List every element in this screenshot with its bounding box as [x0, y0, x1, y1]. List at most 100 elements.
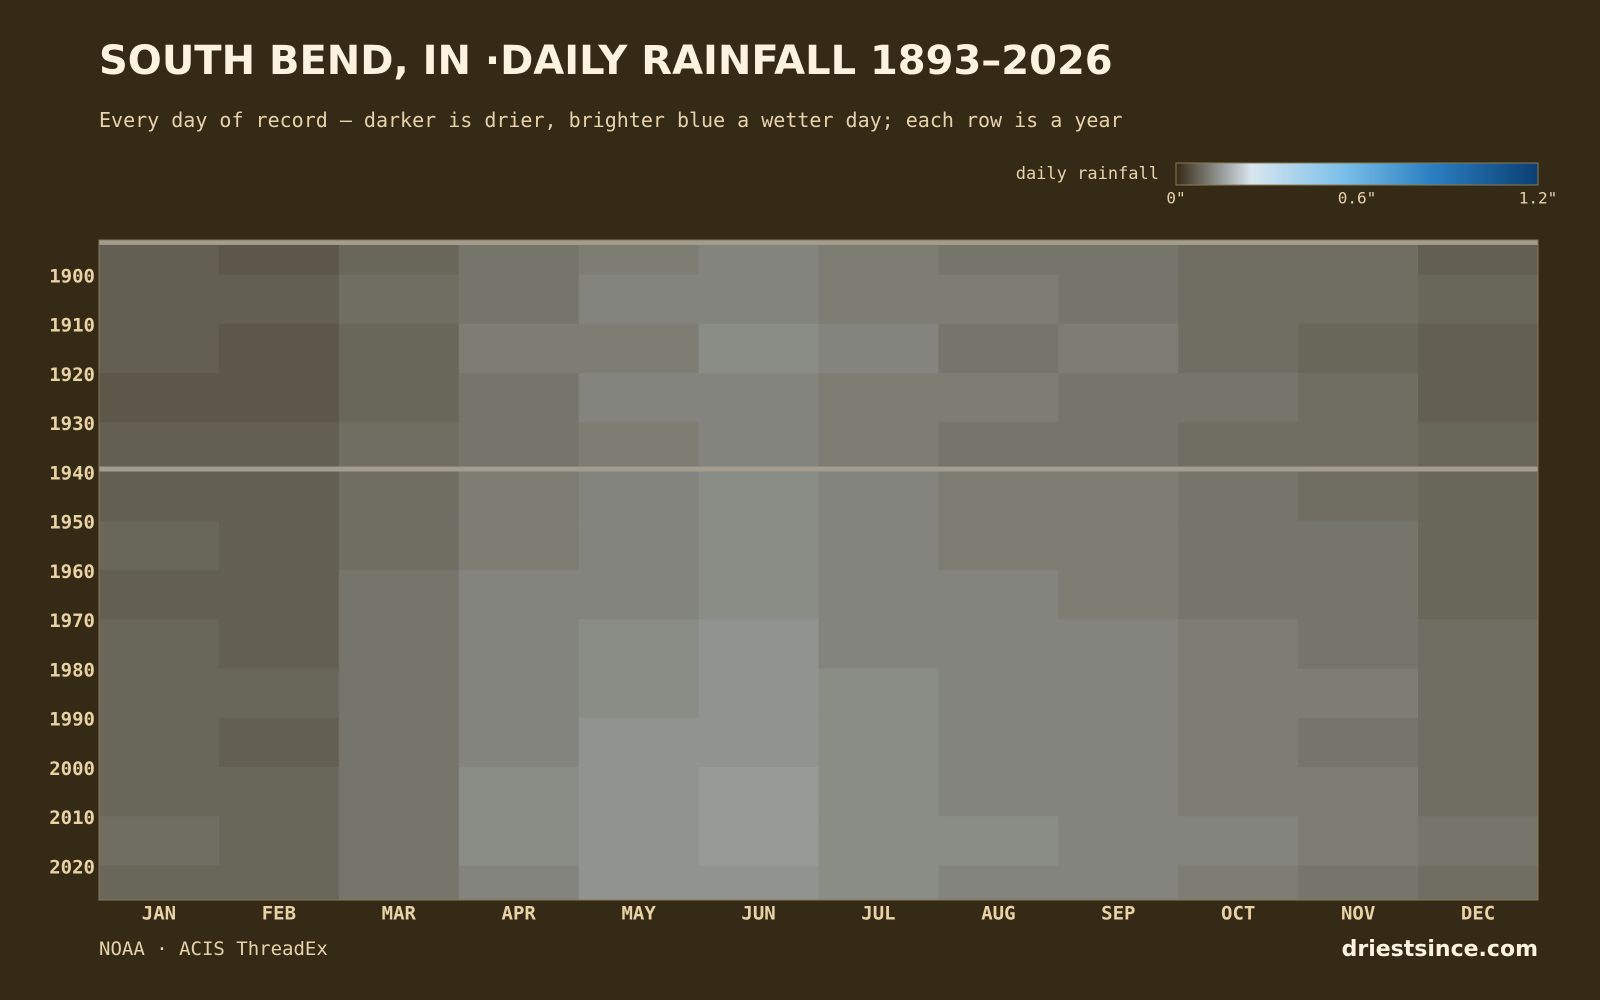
heat-cell [578, 570, 700, 620]
heat-cell [698, 865, 819, 901]
x-tick-label: JAN [142, 903, 176, 925]
heat-cell [99, 520, 220, 571]
y-tick-label: 1900 [49, 265, 95, 287]
heat-cell [578, 372, 700, 423]
heat-cell [218, 816, 340, 867]
heat-cell [1178, 240, 1299, 275]
heat-cell [818, 717, 939, 768]
x-tick-label: SEP [1101, 903, 1135, 925]
heat-cell [1058, 372, 1179, 423]
heat-cell [99, 274, 220, 325]
brand: driestsince.com [1342, 937, 1538, 962]
x-tick-label: AUG [981, 903, 1015, 925]
x-tick-label: APR [502, 903, 537, 925]
y-tick-label: 1930 [49, 413, 95, 435]
heat-cell [458, 240, 580, 275]
heat-cell [458, 668, 580, 719]
heat-cell [698, 274, 819, 325]
heat-cell [938, 372, 1059, 423]
heat-cell [818, 240, 939, 275]
heat-cell [578, 240, 700, 275]
heat-cell [99, 570, 220, 620]
heat-cell [1298, 767, 1419, 817]
heat-cell [1298, 422, 1419, 472]
x-tick-label: MAY [621, 903, 656, 925]
heat-cell [218, 372, 340, 423]
heat-cell [99, 422, 220, 472]
heat-cell [938, 240, 1059, 275]
heat-cell [818, 520, 939, 571]
y-tick-label: 1950 [49, 512, 95, 534]
heat-cell [338, 323, 460, 374]
heat-cell [99, 323, 220, 374]
heat-cell [338, 372, 460, 423]
heat-cell [1178, 520, 1299, 571]
heat-cell [338, 668, 460, 719]
heat-cell [1298, 372, 1419, 423]
heat-cell [1058, 865, 1179, 901]
heat-cell [218, 323, 340, 374]
heat-cell [99, 865, 220, 901]
heat-cell [1298, 570, 1419, 620]
heat-cell [99, 767, 220, 817]
heat-cell [1418, 865, 1539, 901]
heat-cell [458, 422, 580, 472]
heat-cell [338, 717, 460, 768]
heat-cell [1058, 816, 1179, 867]
y-tick-label: 1960 [49, 561, 95, 583]
heat-cell [698, 816, 819, 867]
heat-cell [1058, 323, 1179, 374]
heat-cell [338, 274, 460, 325]
heat-cell [458, 323, 580, 374]
y-tick-label: 2010 [49, 807, 95, 829]
heat-cell [818, 865, 939, 901]
heat-cell [218, 422, 340, 472]
chart-subtitle: Every day of record — darker is drier, b… [99, 108, 1123, 132]
heat-cell [698, 668, 819, 719]
heat-cell [218, 668, 340, 719]
heat-cell [1298, 520, 1419, 571]
heat-cell [1418, 240, 1539, 275]
x-tick-label: JUL [861, 903, 895, 925]
heat-cell [698, 619, 819, 670]
heat-cell [818, 372, 939, 423]
missing-year [99, 240, 1538, 245]
heat-cell [1178, 668, 1299, 719]
heat-cell [938, 570, 1059, 620]
heat-cell [458, 520, 580, 571]
heat-cell [818, 816, 939, 867]
heat-cell [99, 668, 220, 719]
x-tick-label: OCT [1221, 903, 1255, 925]
heat-cell [99, 240, 220, 275]
heat-cell [458, 865, 580, 901]
heat-cell [698, 767, 819, 817]
y-tick-label: 1990 [49, 709, 95, 731]
y-tick-label: 2020 [49, 856, 95, 878]
heat-cell [578, 471, 700, 522]
heat-cell [218, 570, 340, 620]
heat-cell [218, 717, 340, 768]
heat-cell [1298, 717, 1419, 768]
heat-cell [698, 717, 819, 768]
heat-cell [578, 816, 700, 867]
heat-cell [1298, 816, 1419, 867]
heat-cell [1418, 767, 1539, 817]
heat-cell [1058, 240, 1179, 275]
heat-cell [818, 668, 939, 719]
heat-cell [1298, 865, 1419, 901]
heat-cell [338, 422, 460, 472]
heat-cell [458, 372, 580, 423]
y-tick-label: 1970 [49, 610, 95, 632]
heat-cell [1058, 471, 1179, 522]
heat-cell [338, 240, 460, 275]
heat-cell [818, 323, 939, 374]
heat-cell [938, 323, 1059, 374]
heat-cell [1298, 240, 1419, 275]
heat-cell [1298, 471, 1419, 522]
heat-cell [338, 619, 460, 670]
heat-cell [1418, 471, 1539, 522]
heat-cell [1178, 767, 1299, 817]
x-tick-label: MAR [382, 903, 417, 925]
heat-cell [698, 471, 819, 522]
